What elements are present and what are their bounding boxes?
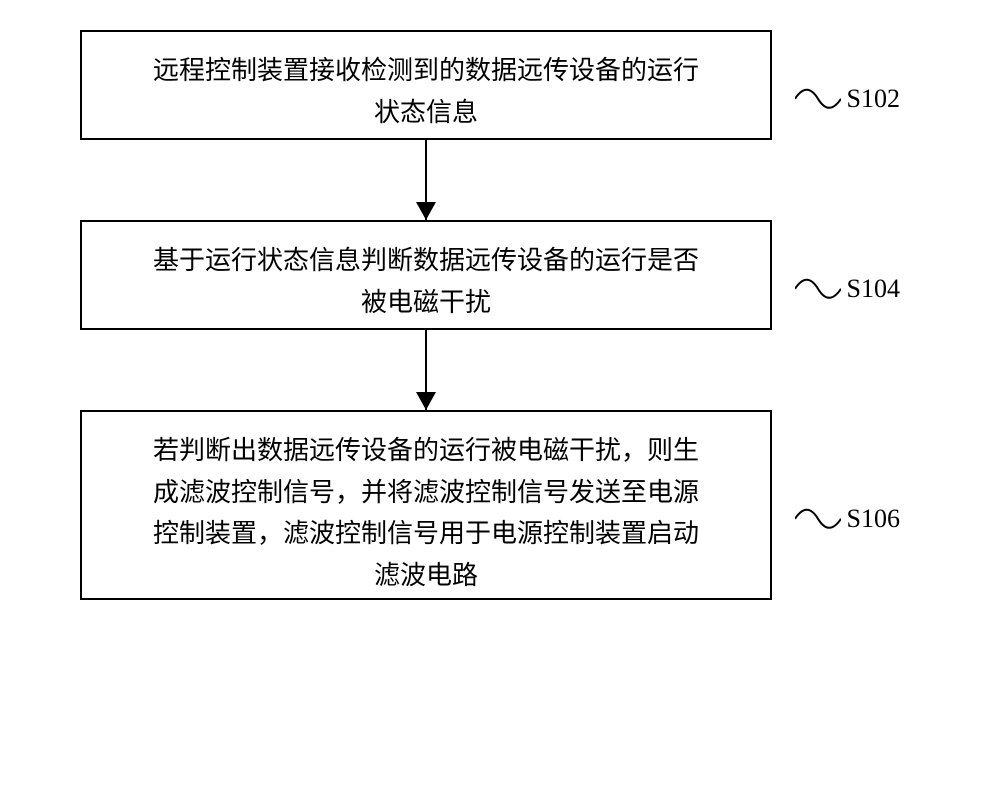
node-text: 若判断出数据远传设备的运行被电磁干扰，则生 成滤波控制信号，并将滤波控制信号发送… xyxy=(106,430,746,596)
node-text: 基于运行状态信息判断数据远传设备的运行是否 被电磁干扰 xyxy=(106,240,746,323)
node-3-label: S106 xyxy=(847,498,900,540)
arrow-head-icon xyxy=(416,392,436,410)
node-2-line-1: 基于运行状态信息判断数据远传设备的运行是否 xyxy=(153,246,699,275)
flowchart-node-2: 基于运行状态信息判断数据远传设备的运行是否 被电磁干扰 S104 xyxy=(80,220,772,330)
node-1-line-1: 远程控制装置接收检测到的数据远传设备的运行 xyxy=(153,56,699,85)
flowchart-container: 远程控制装置接收检测到的数据远传设备的运行 状态信息 S102 基于运行状态信息… xyxy=(80,30,920,600)
node-1-label-container: S102 xyxy=(795,76,900,122)
node-2-label-container: S104 xyxy=(795,266,900,312)
node-2-label: S104 xyxy=(847,268,900,310)
curve-connector-icon xyxy=(795,266,841,312)
arrow-2 xyxy=(80,330,772,410)
node-text: 远程控制装置接收检测到的数据远传设备的运行 状态信息 xyxy=(106,50,746,133)
flowchart-node-3: 若判断出数据远传设备的运行被电磁干扰，则生 成滤波控制信号，并将滤波控制信号发送… xyxy=(80,410,772,600)
node-3-line-1: 若判断出数据远传设备的运行被电磁干扰，则生 xyxy=(153,436,699,465)
node-2-line-2: 被电磁干扰 xyxy=(361,288,491,317)
flowchart-node-1: 远程控制装置接收检测到的数据远传设备的运行 状态信息 S102 xyxy=(80,30,772,140)
arrow-head-icon xyxy=(416,202,436,220)
node-3-line-4: 滤波电路 xyxy=(374,561,478,590)
node-3-line-2: 成滤波控制信号，并将滤波控制信号发送至电源 xyxy=(153,478,699,507)
curve-connector-icon xyxy=(795,76,841,122)
node-3-label-container: S106 xyxy=(795,496,900,542)
curve-connector-icon xyxy=(795,496,841,542)
arrow-1 xyxy=(80,140,772,220)
node-3-line-3: 控制装置，滤波控制信号用于电源控制装置启动 xyxy=(153,519,699,548)
node-1-label: S102 xyxy=(847,78,900,120)
node-1-line-2: 状态信息 xyxy=(374,98,478,127)
